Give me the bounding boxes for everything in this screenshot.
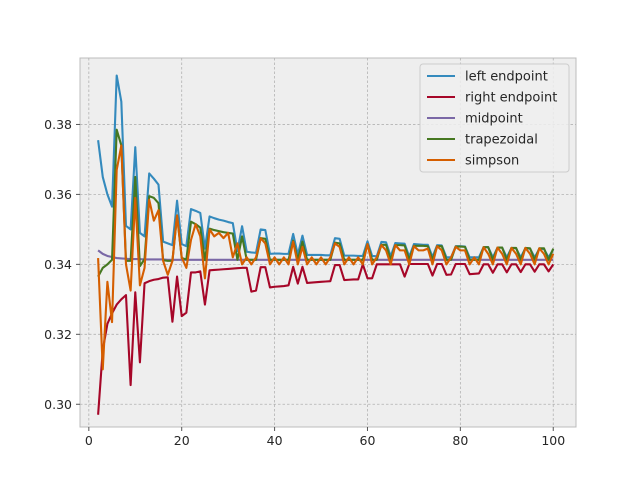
x-tick-label: 0 [85,433,93,448]
axes: 0 20 40 60 80 100 0.30 0.32 0.34 0.36 0.38 [44,117,565,448]
x-tick-label: 80 [452,433,468,448]
series-line-left-endpoint [97,74,555,259]
x-tick-label: 40 [267,433,283,448]
x-tick-label: 60 [360,433,376,448]
y-tick-label: 0.36 [44,187,72,202]
legend-label-midpoint: midpoint [465,112,523,127]
legend-label-simpson: simpson [465,154,519,169]
legend-label-trapezoidal: trapezoidal [465,133,538,148]
y-tick-label: 0.34 [44,257,72,272]
legend-box [419,63,570,173]
legend-label-right-endpoint: right endpoint [465,91,557,106]
y-tick-label: 0.30 [44,397,72,412]
y-tick-label: 0.38 [44,117,72,132]
series-group [97,74,555,415]
y-tick-label: 0.32 [44,327,72,342]
series-line-simpson [97,144,555,371]
series-line-right-endpoint [97,262,555,415]
x-tick-label: 20 [174,433,190,448]
x-tick-label: 100 [541,433,565,448]
legend: left endpoint right endpoint midpoint trape… [419,63,570,173]
legend-label-left-endpoint: left endpoint [465,70,548,85]
